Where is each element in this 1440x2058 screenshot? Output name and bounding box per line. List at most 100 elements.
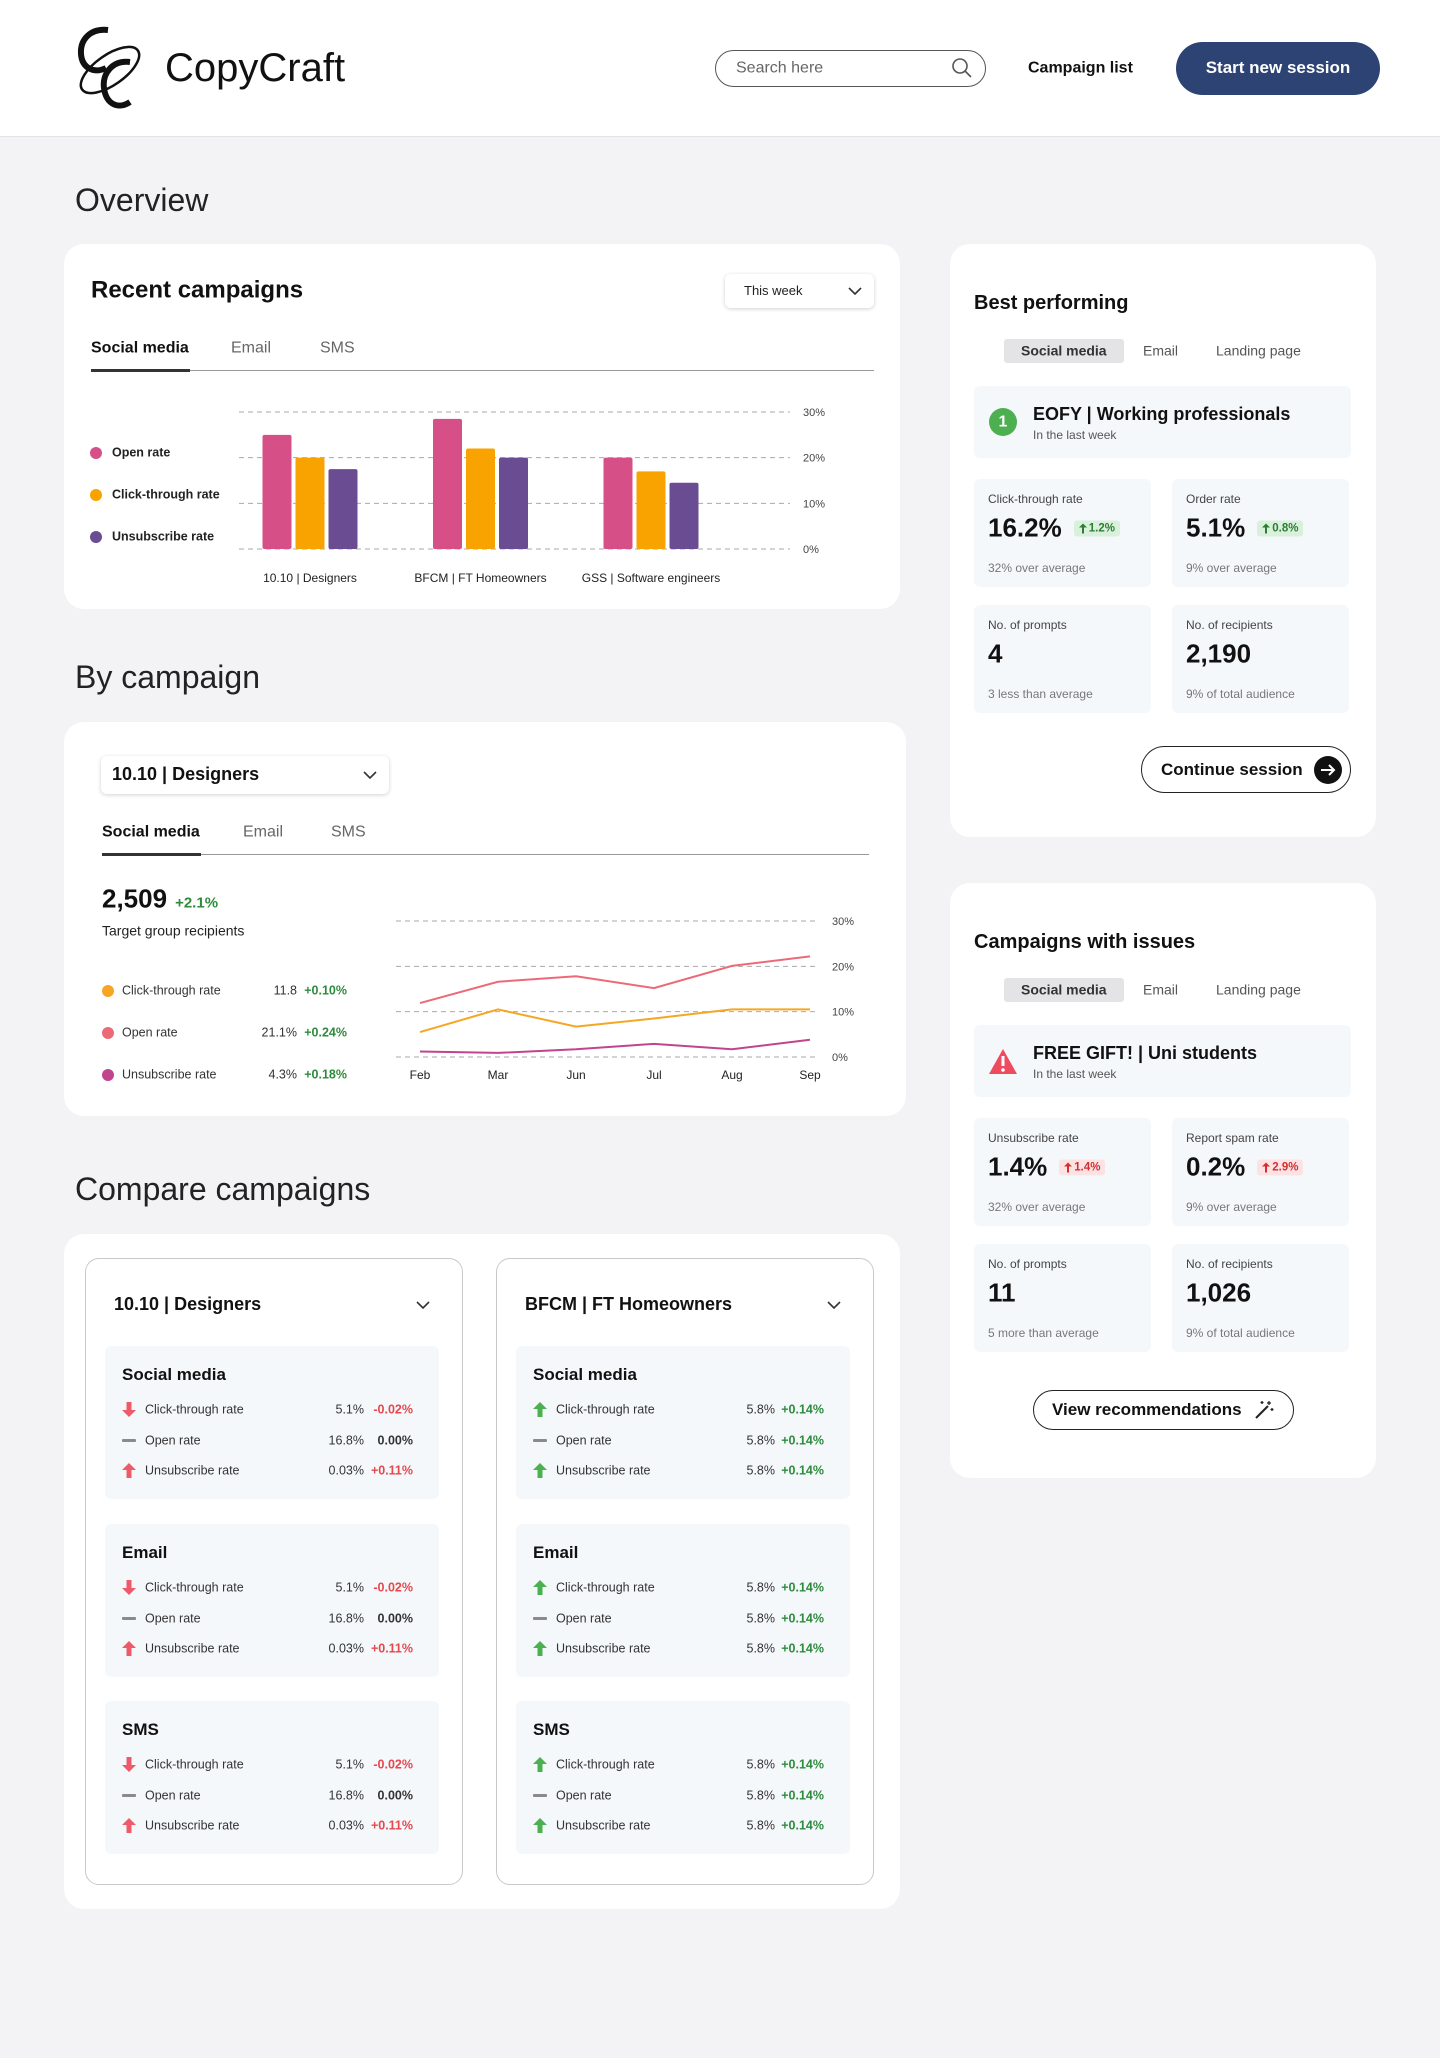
dropdown[interactable] xyxy=(725,274,874,308)
recipients-change: +2.1% xyxy=(175,894,219,912)
tab[interactable]: Landing page xyxy=(1216,981,1301,998)
trend-icon xyxy=(533,1641,547,1656)
channel-title: Email xyxy=(533,1542,579,1562)
dropdown-label[interactable]: This week xyxy=(744,283,803,299)
chevron-wrap[interactable] xyxy=(363,771,377,780)
tab[interactable]: Email xyxy=(243,823,284,841)
wand-icon-part xyxy=(1255,1405,1269,1419)
logo xyxy=(77,26,141,109)
tab[interactable]: SMS xyxy=(331,823,366,841)
warning-icon-part xyxy=(1001,1068,1005,1072)
channel-title: Email xyxy=(122,1542,168,1562)
cta-button[interactable] xyxy=(1176,42,1380,95)
wand-icon-wrap[interactable] xyxy=(1254,1400,1274,1420)
action-label[interactable]: Continue session xyxy=(1161,759,1303,779)
trend-icon xyxy=(122,1402,136,1417)
brand: CopyCraft xyxy=(165,46,346,90)
chevron[interactable] xyxy=(363,771,377,780)
metric-value: 5.8% xyxy=(746,1463,776,1478)
search-icon-part xyxy=(964,70,972,78)
trend-icon-part xyxy=(122,1757,136,1772)
arrow-icon[interactable] xyxy=(1314,756,1342,784)
tab[interactable]: Landing page xyxy=(1216,342,1301,359)
recipients-label: Target group recipients xyxy=(102,922,245,939)
stat-value: 1,026 xyxy=(1186,1277,1252,1308)
stat-box xyxy=(1172,605,1349,713)
metric-name: Unsubscribe rate xyxy=(556,1818,651,1833)
metric-name: Open rate xyxy=(556,1433,612,1448)
stat-note: 9% of total audience xyxy=(1186,1325,1295,1340)
stat-value: 16.2% xyxy=(988,512,1062,543)
trend-icon xyxy=(533,1617,547,1620)
tab[interactable]: Email xyxy=(1143,981,1179,998)
trend-icon-part xyxy=(533,1402,547,1417)
search-placeholder[interactable]: Search here xyxy=(736,59,824,77)
tab[interactable]: Social media xyxy=(91,339,189,357)
wand-icon[interactable] xyxy=(1254,1400,1274,1420)
compare-title[interactable]: 10.10 | Designers xyxy=(114,1294,262,1315)
stat-value: 11 xyxy=(988,1277,1016,1308)
badge-arrow xyxy=(1064,1162,1073,1172)
tab[interactable]: Social media xyxy=(102,823,200,841)
legend-label: Open rate xyxy=(112,445,171,460)
trend-icon-wrap xyxy=(533,1757,547,1772)
badge-arrow-wrap xyxy=(1262,523,1271,533)
trend-icon-part xyxy=(533,1463,547,1478)
stat-value-row: 1.4% 1.4% xyxy=(988,1152,1106,1183)
arrow-icon-wrap[interactable] xyxy=(1314,756,1342,784)
metric-change: -0.02% xyxy=(373,1402,413,1417)
stat-label: Click-through rate xyxy=(988,491,1083,506)
trend-icon-wrap xyxy=(533,1641,547,1656)
stat-box xyxy=(974,479,1151,587)
cta-label[interactable]: Start new session xyxy=(1205,57,1351,77)
trend-icon-part xyxy=(533,1757,547,1772)
trend-icon-part xyxy=(533,1794,547,1797)
channel-title: SMS xyxy=(122,1719,159,1739)
chevron[interactable] xyxy=(416,1301,430,1310)
trend-icon xyxy=(122,1617,136,1620)
search-icon-wrap xyxy=(951,57,973,79)
legend-label: Unsubscribe rate xyxy=(122,1067,217,1082)
dropdown-label[interactable]: 10.10 | Designers xyxy=(112,764,260,785)
metric-change: +0.14% xyxy=(781,1580,824,1595)
tab[interactable]: Social media xyxy=(1021,981,1107,998)
metric-change: +0.14% xyxy=(781,1818,824,1833)
metric-name: Click-through rate xyxy=(145,1757,244,1772)
trend-icon xyxy=(122,1794,136,1797)
nav-link[interactable]: Campaign list xyxy=(1028,59,1133,77)
metric-name: Unsubscribe rate xyxy=(145,1641,240,1656)
metric-value: 5.8% xyxy=(746,1402,776,1417)
legend-change: +0.10% xyxy=(304,983,347,998)
metric-change: +0.14% xyxy=(781,1433,824,1448)
action-label[interactable]: View recommendations xyxy=(1052,1399,1242,1419)
tab[interactable]: Email xyxy=(1143,342,1179,359)
badge-arrow-wrap xyxy=(1078,523,1087,533)
stat-value-row: 11 xyxy=(988,1278,1016,1309)
tab[interactable]: Email xyxy=(231,339,272,357)
chevron-wrap[interactable] xyxy=(827,1301,841,1310)
chevron[interactable] xyxy=(827,1301,841,1310)
section-heading: Overview xyxy=(75,181,209,218)
search-box[interactable] xyxy=(715,50,986,87)
stat-value-row: 4 xyxy=(988,639,1002,670)
trend-icon-wrap xyxy=(533,1463,547,1478)
badge-arrow xyxy=(1262,1162,1271,1172)
metric-name: Click-through rate xyxy=(556,1402,655,1417)
action-button[interactable] xyxy=(1033,1390,1294,1430)
chevron-wrap[interactable] xyxy=(848,287,862,296)
tab[interactable]: Social media xyxy=(1021,342,1107,359)
stat-badge: 2.9% xyxy=(1257,1159,1304,1175)
stat-value: 4 xyxy=(988,638,1003,669)
chevron-wrap[interactable] xyxy=(416,1301,430,1310)
tab[interactable]: SMS xyxy=(320,339,355,357)
chevron-part xyxy=(363,771,377,780)
trend-icon xyxy=(122,1439,136,1442)
trend-icon-wrap xyxy=(122,1611,136,1626)
logo-wrap xyxy=(72,22,150,116)
metric-value: 0.03% xyxy=(328,1818,364,1833)
dropdown[interactable] xyxy=(101,756,389,794)
chevron[interactable] xyxy=(848,287,862,296)
compare-title[interactable]: BFCM | FT Homeowners xyxy=(525,1294,733,1315)
stat-value-row: 2,190 xyxy=(1186,639,1251,670)
stat-value-row: 1,026 xyxy=(1186,1278,1251,1309)
